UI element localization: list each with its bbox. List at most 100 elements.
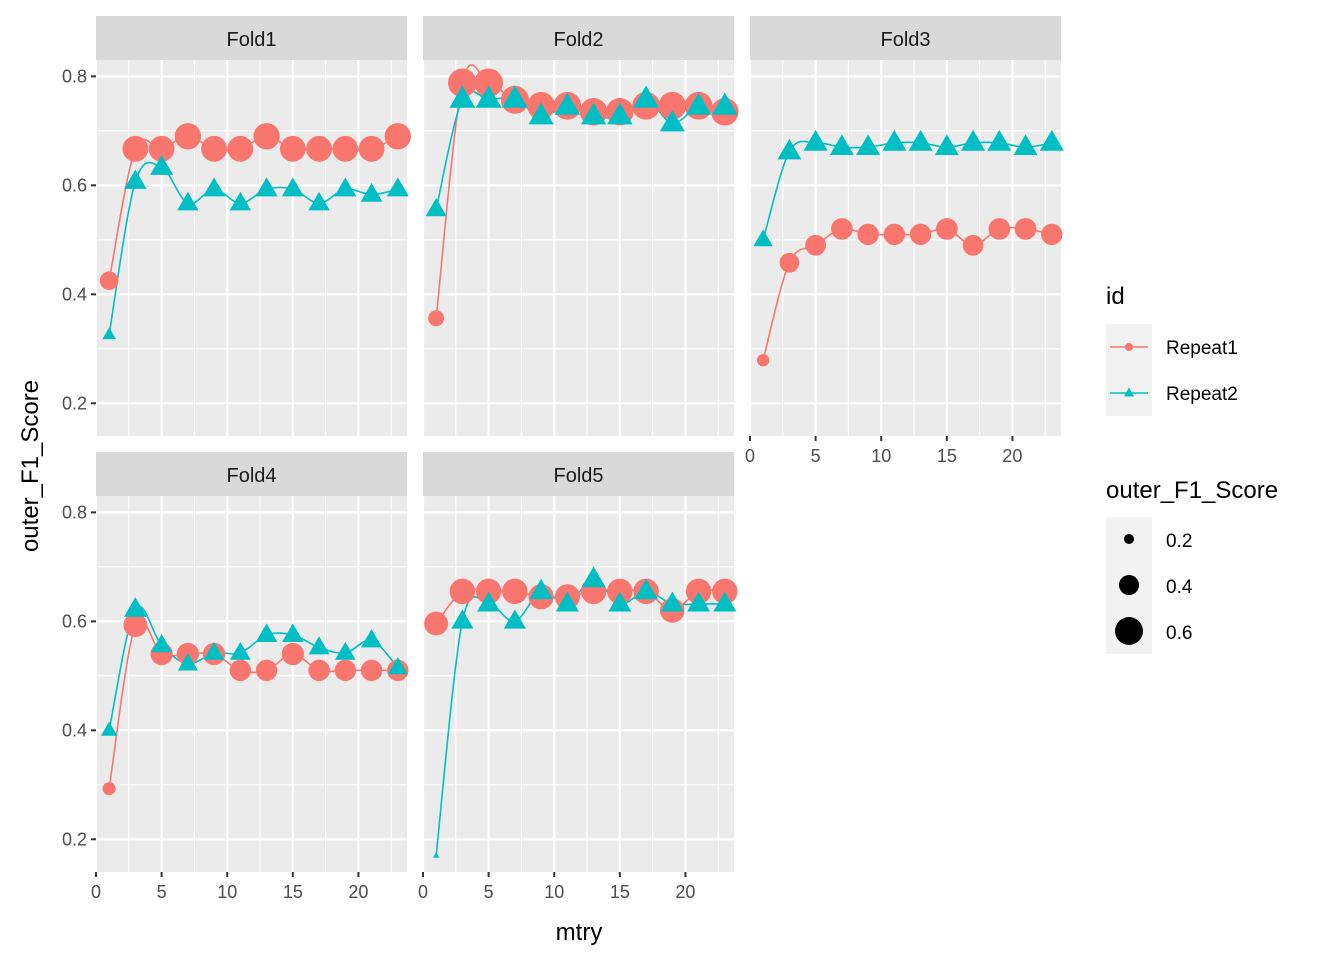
point-repeat2 [608,591,632,612]
point-repeat2 [229,191,252,211]
point-repeat2 [230,641,251,660]
point-repeat2 [308,191,330,211]
point-repeat2 [987,129,1012,151]
point-repeat1 [685,578,712,605]
point-repeat2 [360,628,383,648]
point-repeat2 [151,634,173,653]
point-repeat2 [477,591,501,612]
point-repeat1 [255,659,278,682]
point-repeat1 [358,135,385,162]
point-repeat2 [528,102,554,125]
point-repeat1 [988,218,1011,240]
x-tick-label: 10 [871,446,891,466]
point-repeat1 [122,135,149,162]
point-repeat1 [779,252,800,273]
point-repeat2 [203,177,226,197]
point-repeat1 [883,223,906,246]
strip-fold1 [96,16,407,60]
legend-key-point-repeat2 [1124,387,1134,397]
x-tick-label: 0 [418,882,428,902]
point-repeat2 [659,109,685,132]
legend-size-label-small: 0.2 [1166,531,1192,552]
x-axis-title: mtry [556,919,603,946]
point-repeat2 [501,85,528,108]
x-tick-label: 5 [157,882,167,902]
point-repeat2 [685,92,712,115]
point-repeat2 [882,129,907,151]
point-repeat2 [777,138,802,160]
panel-background-fold3 [750,60,1061,436]
point-repeat2 [581,566,606,588]
strip-fold4 [96,452,407,496]
point-repeat1 [253,123,280,150]
x-tick-label: 15 [937,446,957,466]
point-repeat1 [123,613,148,638]
x-tick-label: 0 [745,446,755,466]
y-tick-label: 0.8 [62,66,87,86]
point-repeat2 [580,102,607,125]
point-repeat1 [201,135,227,162]
x-tick-label: 5 [484,882,494,902]
legend-key-point-repeat1 [1125,343,1133,351]
panel-fold4: Fold4 0.2 0.4 0.6 0.8 0 5 10 15 20 [62,452,409,902]
point-repeat2 [255,177,278,197]
point-repeat1 [962,234,984,256]
legend-size-title: outer_F1_Score [1106,477,1278,504]
point-repeat2 [360,182,383,202]
strip-fold3 [750,16,1061,60]
panel-background-fold1 [96,60,407,436]
point-repeat1 [102,782,116,796]
point-repeat2 [961,129,986,151]
point-repeat2 [529,578,553,600]
point-repeat1 [805,234,826,256]
x-tick-label: 10 [544,882,564,902]
y-tick-label: 0.6 [62,175,87,195]
point-repeat1 [424,611,449,636]
point-repeat2 [150,155,174,175]
point-repeat1 [229,659,252,682]
point-repeat1 [857,223,879,246]
point-repeat2 [555,591,579,612]
point-repeat2 [633,85,660,108]
point-repeat2 [102,327,116,340]
panel-background-fold4 [96,496,407,872]
strip-fold2 [423,16,734,60]
point-repeat1 [502,578,528,605]
y-tick-label: 0.4 [62,284,87,304]
legend-color-title: id [1106,283,1125,310]
point-repeat1 [360,659,383,682]
point-repeat2 [753,229,773,247]
point-repeat1 [756,354,770,367]
legend-size-label-medium: 0.4 [1166,577,1193,598]
strip-label-fold1: Fold1 [226,29,276,51]
point-repeat1 [334,659,357,682]
panel-background-fold2 [423,60,734,436]
point-repeat2 [1039,129,1064,151]
point-repeat1 [281,642,304,666]
point-repeat2 [475,85,502,108]
y-tick-label: 0.2 [62,393,87,413]
point-repeat2 [803,129,828,151]
x-tick-label: 20 [1002,446,1022,466]
legend-size-point-large [1115,617,1143,645]
point-repeat1 [448,68,477,98]
point-repeat2 [908,129,933,151]
point-repeat2 [386,177,409,197]
x-tick-label: 20 [348,882,368,902]
y-tick-label: 0.6 [62,611,87,631]
point-repeat1 [384,123,411,150]
point-repeat2 [451,609,474,629]
point-repeat1 [428,310,445,327]
strip-fold5 [423,452,734,496]
y-tick-label: 0.8 [62,502,87,522]
point-repeat2 [554,92,581,115]
point-repeat1 [308,659,330,682]
x-tick-label: 20 [675,882,695,902]
legend-label-repeat2: Repeat2 [1166,384,1238,405]
legend-size-point-medium [1119,575,1139,595]
point-repeat1 [658,91,687,120]
legend-size-label-large: 0.6 [1166,623,1192,644]
point-repeat2 [334,177,357,197]
